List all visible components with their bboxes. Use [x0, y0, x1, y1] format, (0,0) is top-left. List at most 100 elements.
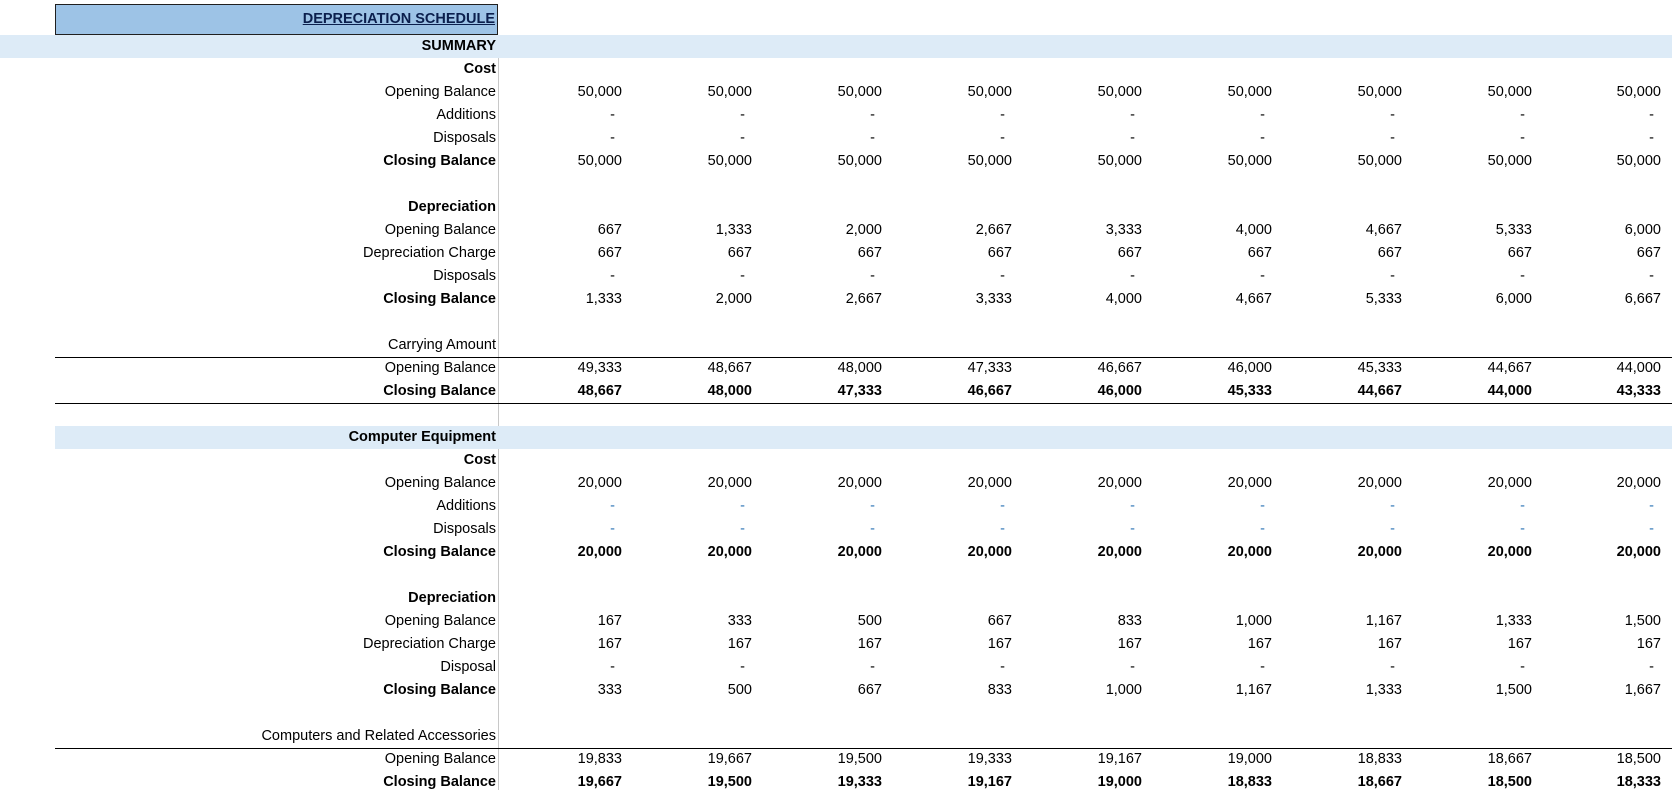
value-cell: 50,000 [577, 84, 622, 100]
value-cell: 167 [597, 636, 622, 652]
value-cell: - [1000, 498, 1005, 514]
value-cell: 167 [987, 636, 1012, 652]
value-cell: 48,000 [837, 360, 882, 376]
value-cell: - [610, 498, 615, 514]
value-cell: - [740, 521, 745, 537]
row-label: Additions [436, 107, 496, 123]
value-cell: 50,000 [837, 153, 882, 169]
value-cell: - [1260, 498, 1265, 514]
value-cell: - [610, 659, 615, 675]
value-cell: 167 [1117, 636, 1142, 652]
row-label: Disposals [433, 521, 496, 537]
value-cell: - [1520, 130, 1525, 146]
value-cell: 46,667 [967, 383, 1012, 399]
value-cell: - [1520, 107, 1525, 123]
row-label: Opening Balance [384, 751, 496, 767]
row-label: Opening Balance [384, 360, 496, 376]
value-cell: 20,000 [1097, 475, 1142, 491]
value-cell: - [1260, 107, 1265, 123]
value-cell: 20,000 [967, 544, 1012, 560]
value-cell: 50,000 [967, 153, 1012, 169]
value-cell: 333 [597, 682, 622, 698]
value-cell: 20,000 [1357, 475, 1402, 491]
value-cell: 1,500 [1624, 613, 1661, 629]
value-cell: - [1390, 130, 1395, 146]
value-cell: 19,167 [967, 774, 1012, 790]
value-cell: 46,000 [1097, 383, 1142, 399]
value-cell: 19,667 [577, 774, 622, 790]
value-cell: 3,333 [975, 291, 1012, 307]
row-label: Opening Balance [384, 613, 496, 629]
value-cell: 667 [1507, 245, 1532, 261]
value-cell: - [610, 107, 615, 123]
value-cell: 20,000 [577, 544, 622, 560]
value-cell: 667 [1636, 245, 1661, 261]
value-cell: 167 [1377, 636, 1402, 652]
row-label: Closing Balance [383, 774, 496, 790]
value-cell: - [1390, 268, 1395, 284]
value-cell: - [1649, 268, 1654, 284]
value-cell: 20,000 [707, 544, 752, 560]
value-cell: 50,000 [707, 84, 752, 100]
value-cell: 50,000 [1616, 84, 1661, 100]
value-cell: 50,000 [1487, 84, 1532, 100]
value-cell: 44,667 [1357, 383, 1402, 399]
value-cell: 19,500 [837, 751, 882, 767]
value-cell: 667 [1247, 245, 1272, 261]
value-cell: 19,333 [967, 751, 1012, 767]
value-cell: 45,333 [1357, 360, 1402, 376]
value-cell: 46,000 [1227, 360, 1272, 376]
value-cell: 2,000 [845, 222, 882, 238]
value-cell: - [1520, 498, 1525, 514]
value-cell: 48,667 [707, 360, 752, 376]
value-cell: 50,000 [707, 153, 752, 169]
value-cell: 44,667 [1487, 360, 1532, 376]
value-cell: - [1649, 659, 1654, 675]
value-cell: 50,000 [1357, 84, 1402, 100]
value-cell: 20,000 [837, 475, 882, 491]
value-cell: 50,000 [1357, 153, 1402, 169]
value-cell: 667 [727, 245, 752, 261]
row-label: Cost [463, 452, 496, 468]
row-border [55, 403, 1672, 404]
value-cell: 19,167 [1097, 751, 1142, 767]
value-cell: 3,333 [1105, 222, 1142, 238]
value-cell: 4,000 [1235, 222, 1272, 238]
value-cell: 48,000 [707, 383, 752, 399]
value-cell: 20,000 [707, 475, 752, 491]
value-cell: - [740, 107, 745, 123]
value-cell: 2,000 [715, 291, 752, 307]
value-cell: 20,000 [837, 544, 882, 560]
value-cell: 6,000 [1495, 291, 1532, 307]
value-cell: - [1520, 659, 1525, 675]
row-border [55, 748, 1672, 749]
value-cell: 19,000 [1227, 751, 1272, 767]
row-label: Depreciation Charge [363, 636, 496, 652]
value-cell: 48,667 [577, 383, 622, 399]
value-cell: - [1130, 107, 1135, 123]
value-cell: 50,000 [1227, 84, 1272, 100]
value-cell: 47,333 [837, 383, 882, 399]
value-cell: 333 [727, 613, 752, 629]
value-cell: 167 [727, 636, 752, 652]
value-cell: 167 [597, 613, 622, 629]
value-cell: 667 [857, 682, 882, 698]
row-label: Closing Balance [383, 153, 496, 169]
value-cell: - [870, 498, 875, 514]
value-cell: 20,000 [577, 475, 622, 491]
value-cell: - [610, 268, 615, 284]
value-cell: - [1520, 521, 1525, 537]
value-cell: 4,000 [1105, 291, 1142, 307]
value-cell: 20,000 [1616, 475, 1661, 491]
value-cell: 167 [857, 636, 882, 652]
value-cell: 1,333 [1365, 682, 1402, 698]
value-cell: - [1649, 130, 1654, 146]
value-cell: 50,000 [1487, 153, 1532, 169]
value-cell: - [870, 130, 875, 146]
value-cell: - [1390, 498, 1395, 514]
value-cell: 5,333 [1495, 222, 1532, 238]
row-label: Depreciation [408, 199, 496, 215]
value-cell: 20,000 [1227, 475, 1272, 491]
